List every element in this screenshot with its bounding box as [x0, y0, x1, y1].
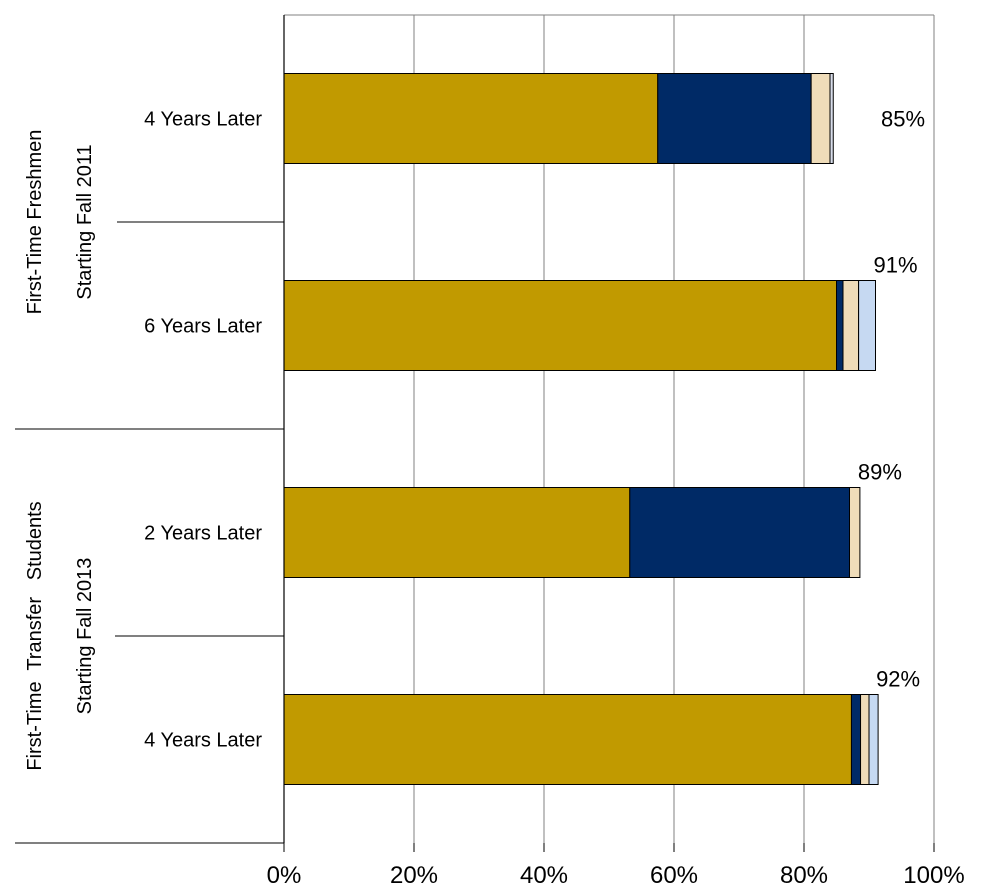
bar-total-label: 85%: [881, 107, 925, 132]
group-label-line2: Starting Fall 2011: [74, 144, 96, 299]
category-label: 2 Years Later: [144, 523, 262, 545]
x-tick-label: 20%: [390, 862, 438, 889]
bar-segment: [842, 280, 860, 371]
bar-segment: [283, 487, 631, 578]
bar-segment: [836, 280, 844, 371]
x-tick-label: 100%: [903, 862, 964, 889]
group-label-line1: First-Time Freshmen: [24, 130, 46, 315]
bar-segment: [283, 694, 852, 785]
category-label: 4 Years Later: [144, 109, 262, 131]
bar-segment: [858, 280, 876, 371]
category-label: 6 Years Later: [144, 316, 262, 338]
x-tick-label: 60%: [650, 862, 698, 889]
bar-total-label: 89%: [858, 460, 902, 485]
labels: 85% 4 Years Later 91% 6 Years Later 89% 2 Yea…: [24, 107, 965, 890]
x-tick-label: 40%: [520, 862, 568, 889]
bar-total-label: 91%: [873, 253, 917, 278]
bar-segment: [283, 73, 659, 164]
x-tick-label: 0%: [267, 862, 302, 889]
bar-segment: [850, 694, 862, 785]
category-label: 4 Years Later: [144, 730, 262, 752]
bar-segment: [283, 280, 837, 371]
bar-segment: [868, 694, 879, 785]
group-label-line2: Starting Fall 2013: [74, 558, 96, 715]
group-label-line1: First-Time Transfer Students: [24, 501, 46, 770]
bar-segment: [629, 487, 850, 578]
x-tick-label: 80%: [780, 862, 828, 889]
bar-total-label: 92%: [876, 667, 920, 692]
bars: [283, 73, 879, 785]
bar-segment: [657, 73, 812, 164]
bar-segment: [860, 694, 870, 785]
bar-segment: [829, 73, 834, 164]
bar-segment: [849, 487, 861, 578]
axes: [15, 15, 935, 852]
bar-segment: [810, 73, 831, 164]
